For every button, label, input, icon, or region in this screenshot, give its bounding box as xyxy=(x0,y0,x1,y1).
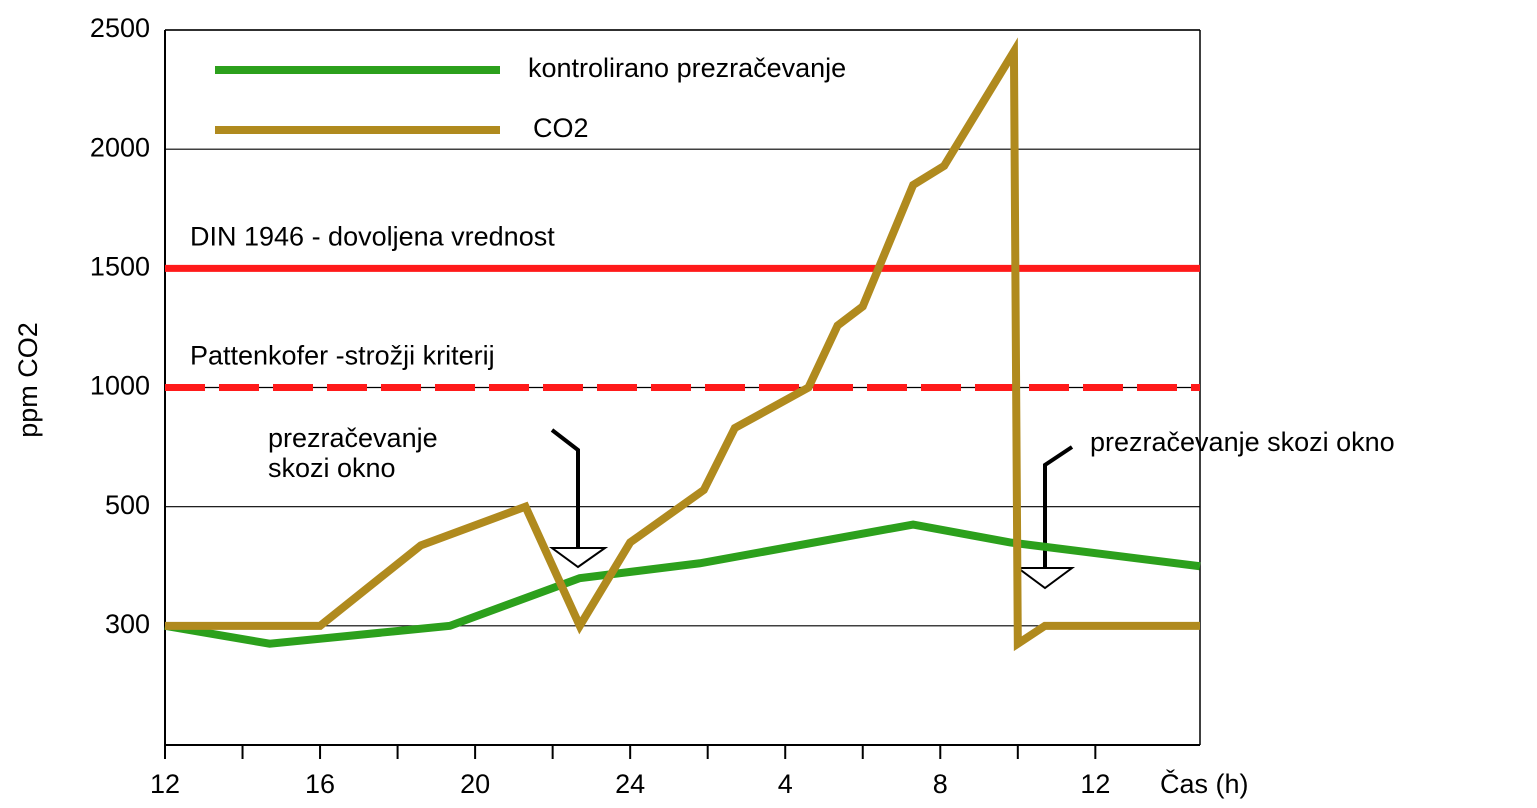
arrow-shaft xyxy=(550,428,580,548)
y-tick-label: 2500 xyxy=(90,13,150,43)
x-axis-label: Čas (h) xyxy=(1160,768,1249,799)
legend-label: CO2 xyxy=(533,113,589,143)
annotation: prezračevanje skozi okno xyxy=(1090,427,1395,457)
y-tick-label: 300 xyxy=(105,609,150,639)
arrow-shaft xyxy=(1043,445,1074,568)
x-tick-label: 12 xyxy=(150,769,180,799)
x-tick-label: 12 xyxy=(1080,769,1110,799)
annotation: skozi okno xyxy=(268,453,396,483)
y-tick-label: 1000 xyxy=(90,371,150,401)
reference-label: Pattenkofer -strožji kriterij xyxy=(190,341,495,371)
legend-label: kontrolirano prezračevanje xyxy=(528,53,846,83)
arrow-head xyxy=(1014,567,1076,590)
arrows xyxy=(548,428,1076,590)
series-line xyxy=(165,37,1200,652)
arrow-head xyxy=(548,547,609,569)
x-tick-label: 24 xyxy=(615,769,645,799)
x-tick-label: 4 xyxy=(778,769,793,799)
annotation: prezračevanje xyxy=(268,423,438,453)
x-tick-label: 16 xyxy=(305,769,335,799)
x-tick-label: 8 xyxy=(933,769,948,799)
y-axis-label: ppm CO2 xyxy=(13,322,43,438)
series-line xyxy=(164,520,1201,648)
reference-label: DIN 1946 - dovoljena vrednost xyxy=(190,221,555,251)
x-tick-label: 20 xyxy=(460,769,490,799)
y-tick-label: 2000 xyxy=(90,132,150,162)
y-tick-label: 500 xyxy=(105,490,150,520)
y-tick-label: 1500 xyxy=(90,251,150,281)
